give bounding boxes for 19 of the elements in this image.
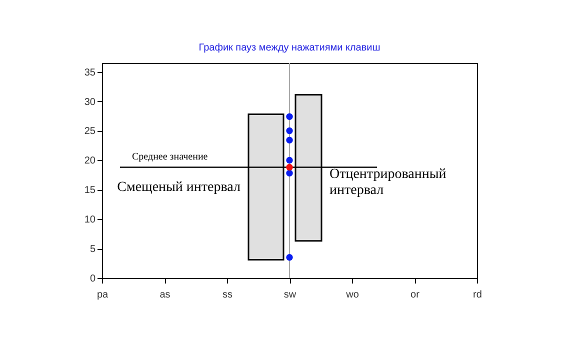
band-label: Смещеный интервал	[117, 180, 240, 195]
y-tick-label: 5	[90, 244, 96, 256]
y-tick-label: 35	[84, 67, 96, 78]
x-tick-label: or	[410, 290, 420, 300]
y-tick-label: 30	[84, 96, 96, 108]
y-tick-label: 25	[84, 126, 96, 138]
ref-line-label: Среднее значение	[132, 151, 208, 162]
y-tick-label: 10	[84, 214, 96, 226]
y-tick-label: 0	[90, 274, 96, 284]
y-tick-label: 15	[84, 185, 96, 196]
y-tick-label: 20	[84, 156, 96, 167]
x-tick-label: sw	[284, 290, 297, 300]
band-label: Отцентрированный интервал	[330, 166, 447, 198]
x-tick-label: wo	[345, 290, 360, 300]
x-tick-label: ss	[222, 290, 232, 300]
x-tick-label: as	[160, 290, 170, 300]
chart-title: График пауз между нажатиями клавиш	[198, 42, 380, 54]
x-tick-label: rd	[473, 290, 482, 300]
x-tick-label: pa	[96, 290, 108, 300]
